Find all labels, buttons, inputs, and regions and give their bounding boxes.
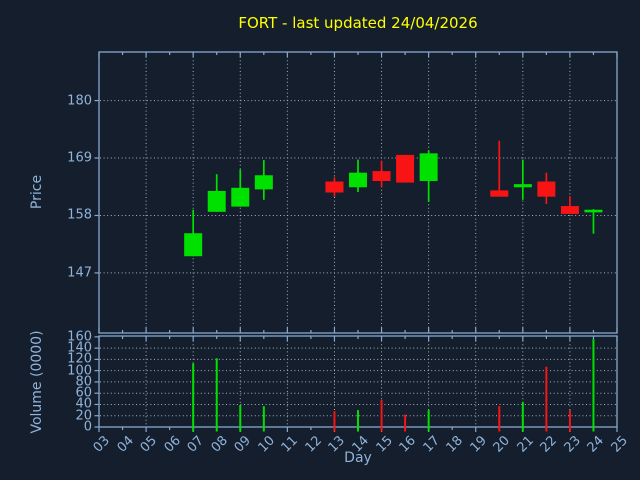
volume-tick-label: 100	[67, 363, 92, 379]
price-tick-label: 147	[67, 265, 92, 281]
volume-tick-label: 0	[83, 419, 92, 435]
price-tick-label: 169	[67, 150, 92, 166]
candle-body-day-17	[419, 153, 438, 182]
price-tick-label: 158	[67, 207, 92, 223]
volume-tick-label: 60	[75, 385, 92, 401]
volume-tick-label: 160	[67, 329, 92, 345]
candle-body-day-07	[184, 233, 203, 257]
candle-body-day-24	[584, 209, 603, 213]
candle-body-day-15	[372, 171, 391, 182]
candle-body-day-16	[396, 154, 415, 183]
candle-body-day-20	[490, 190, 509, 197]
price-tick-label: 180	[67, 93, 92, 109]
volume-tick-label: 40	[75, 396, 92, 412]
candle-body-day-10	[254, 175, 273, 190]
volume-tick-label: 120	[67, 351, 92, 367]
volume-tick-label: 20	[75, 408, 92, 424]
x-axis-label: Day	[344, 450, 372, 466]
volume-tick-label: 140	[67, 340, 92, 356]
volume-tick-label: 80	[75, 374, 92, 390]
candle-body-day-22	[537, 181, 556, 197]
candle-body-day-21	[513, 184, 532, 188]
candle-body-day-14	[349, 172, 367, 188]
candle-body-day-23	[560, 206, 579, 214]
candle-body-day-09	[231, 187, 250, 207]
chart-title: FORT - last updated 24/04/2026	[238, 14, 478, 32]
candle-body-day-08	[207, 190, 226, 212]
candle-body-day-13	[325, 181, 344, 193]
